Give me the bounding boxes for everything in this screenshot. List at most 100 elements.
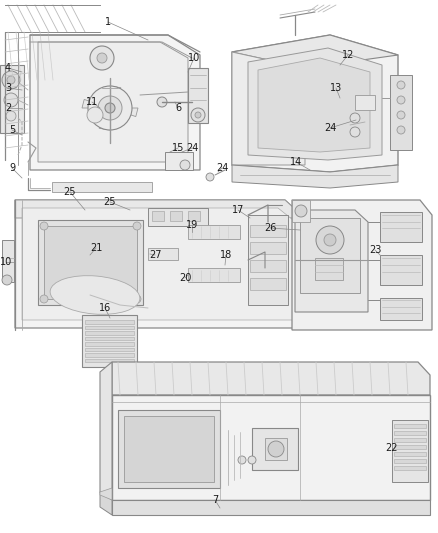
Polygon shape	[15, 200, 305, 328]
Polygon shape	[110, 86, 121, 108]
Text: 20: 20	[179, 273, 191, 283]
Polygon shape	[248, 48, 382, 160]
Text: 24: 24	[216, 163, 228, 173]
Polygon shape	[82, 100, 110, 108]
Circle shape	[324, 234, 336, 246]
Bar	[85, 326, 134, 329]
Bar	[380, 212, 422, 242]
Bar	[265, 438, 287, 460]
Polygon shape	[258, 58, 370, 152]
Bar	[394, 445, 426, 449]
Bar	[394, 438, 426, 442]
Bar	[380, 298, 422, 320]
Text: 22: 22	[386, 443, 398, 453]
Bar	[250, 278, 286, 290]
Text: 6: 6	[175, 103, 181, 113]
Text: 12: 12	[342, 50, 354, 60]
Text: 17: 17	[232, 205, 244, 215]
Polygon shape	[110, 108, 138, 117]
Polygon shape	[112, 362, 430, 395]
Circle shape	[248, 456, 256, 464]
Circle shape	[180, 160, 190, 170]
Circle shape	[90, 46, 114, 70]
Circle shape	[397, 111, 405, 119]
Text: 15: 15	[172, 143, 184, 153]
Bar	[394, 466, 426, 470]
Circle shape	[195, 112, 201, 118]
Polygon shape	[30, 35, 200, 170]
Polygon shape	[100, 492, 112, 515]
Bar	[44, 226, 137, 299]
Bar	[392, 420, 428, 482]
Circle shape	[133, 295, 141, 303]
Bar	[250, 260, 286, 272]
Bar	[82, 315, 137, 367]
Circle shape	[397, 96, 405, 104]
Bar	[188, 68, 208, 123]
Text: 14: 14	[290, 157, 302, 167]
Polygon shape	[15, 200, 305, 218]
Circle shape	[4, 93, 18, 107]
Bar	[148, 208, 208, 226]
Circle shape	[87, 107, 103, 123]
Bar	[170, 211, 182, 221]
Bar	[85, 342, 134, 345]
Bar	[152, 211, 164, 221]
Bar	[0, 65, 24, 133]
Circle shape	[238, 456, 246, 464]
Bar	[188, 225, 240, 239]
Bar	[38, 220, 143, 305]
Bar	[250, 242, 286, 254]
Polygon shape	[295, 210, 368, 312]
Text: 25: 25	[64, 187, 76, 197]
Text: 16: 16	[99, 303, 111, 313]
Bar	[394, 431, 426, 435]
Bar	[85, 320, 134, 324]
Polygon shape	[232, 165, 398, 188]
Text: 4: 4	[5, 63, 11, 73]
Polygon shape	[100, 488, 112, 500]
Bar	[85, 348, 134, 351]
Bar	[394, 459, 426, 463]
Circle shape	[268, 441, 284, 457]
Bar	[148, 248, 178, 260]
Bar	[380, 255, 422, 285]
Circle shape	[350, 127, 360, 137]
Text: 18: 18	[220, 250, 232, 260]
Polygon shape	[38, 42, 188, 162]
Text: 24: 24	[186, 143, 198, 153]
Text: 27: 27	[149, 250, 161, 260]
Text: 23: 23	[369, 245, 381, 255]
Circle shape	[157, 97, 167, 107]
Polygon shape	[100, 362, 112, 500]
Bar	[292, 200, 310, 222]
Circle shape	[206, 173, 214, 181]
Circle shape	[40, 295, 48, 303]
Text: 11: 11	[86, 97, 98, 107]
Circle shape	[2, 71, 20, 89]
Polygon shape	[232, 35, 398, 172]
Text: 3: 3	[5, 83, 11, 93]
Bar	[85, 336, 134, 340]
Polygon shape	[118, 410, 220, 488]
Circle shape	[133, 222, 141, 230]
Bar	[85, 359, 134, 362]
Circle shape	[7, 76, 15, 84]
Circle shape	[88, 86, 132, 130]
Ellipse shape	[50, 276, 140, 314]
Bar	[188, 211, 200, 221]
Circle shape	[316, 226, 344, 254]
Text: 9: 9	[9, 163, 15, 173]
Text: 1: 1	[105, 17, 111, 27]
Text: 7: 7	[212, 495, 218, 505]
Polygon shape	[252, 428, 298, 470]
Circle shape	[295, 205, 307, 217]
Circle shape	[397, 126, 405, 134]
Circle shape	[105, 103, 115, 113]
Circle shape	[6, 111, 16, 121]
Circle shape	[350, 113, 360, 123]
Bar	[394, 452, 426, 456]
Bar	[248, 215, 288, 305]
Text: 2: 2	[5, 103, 11, 113]
Text: 10: 10	[188, 53, 200, 63]
